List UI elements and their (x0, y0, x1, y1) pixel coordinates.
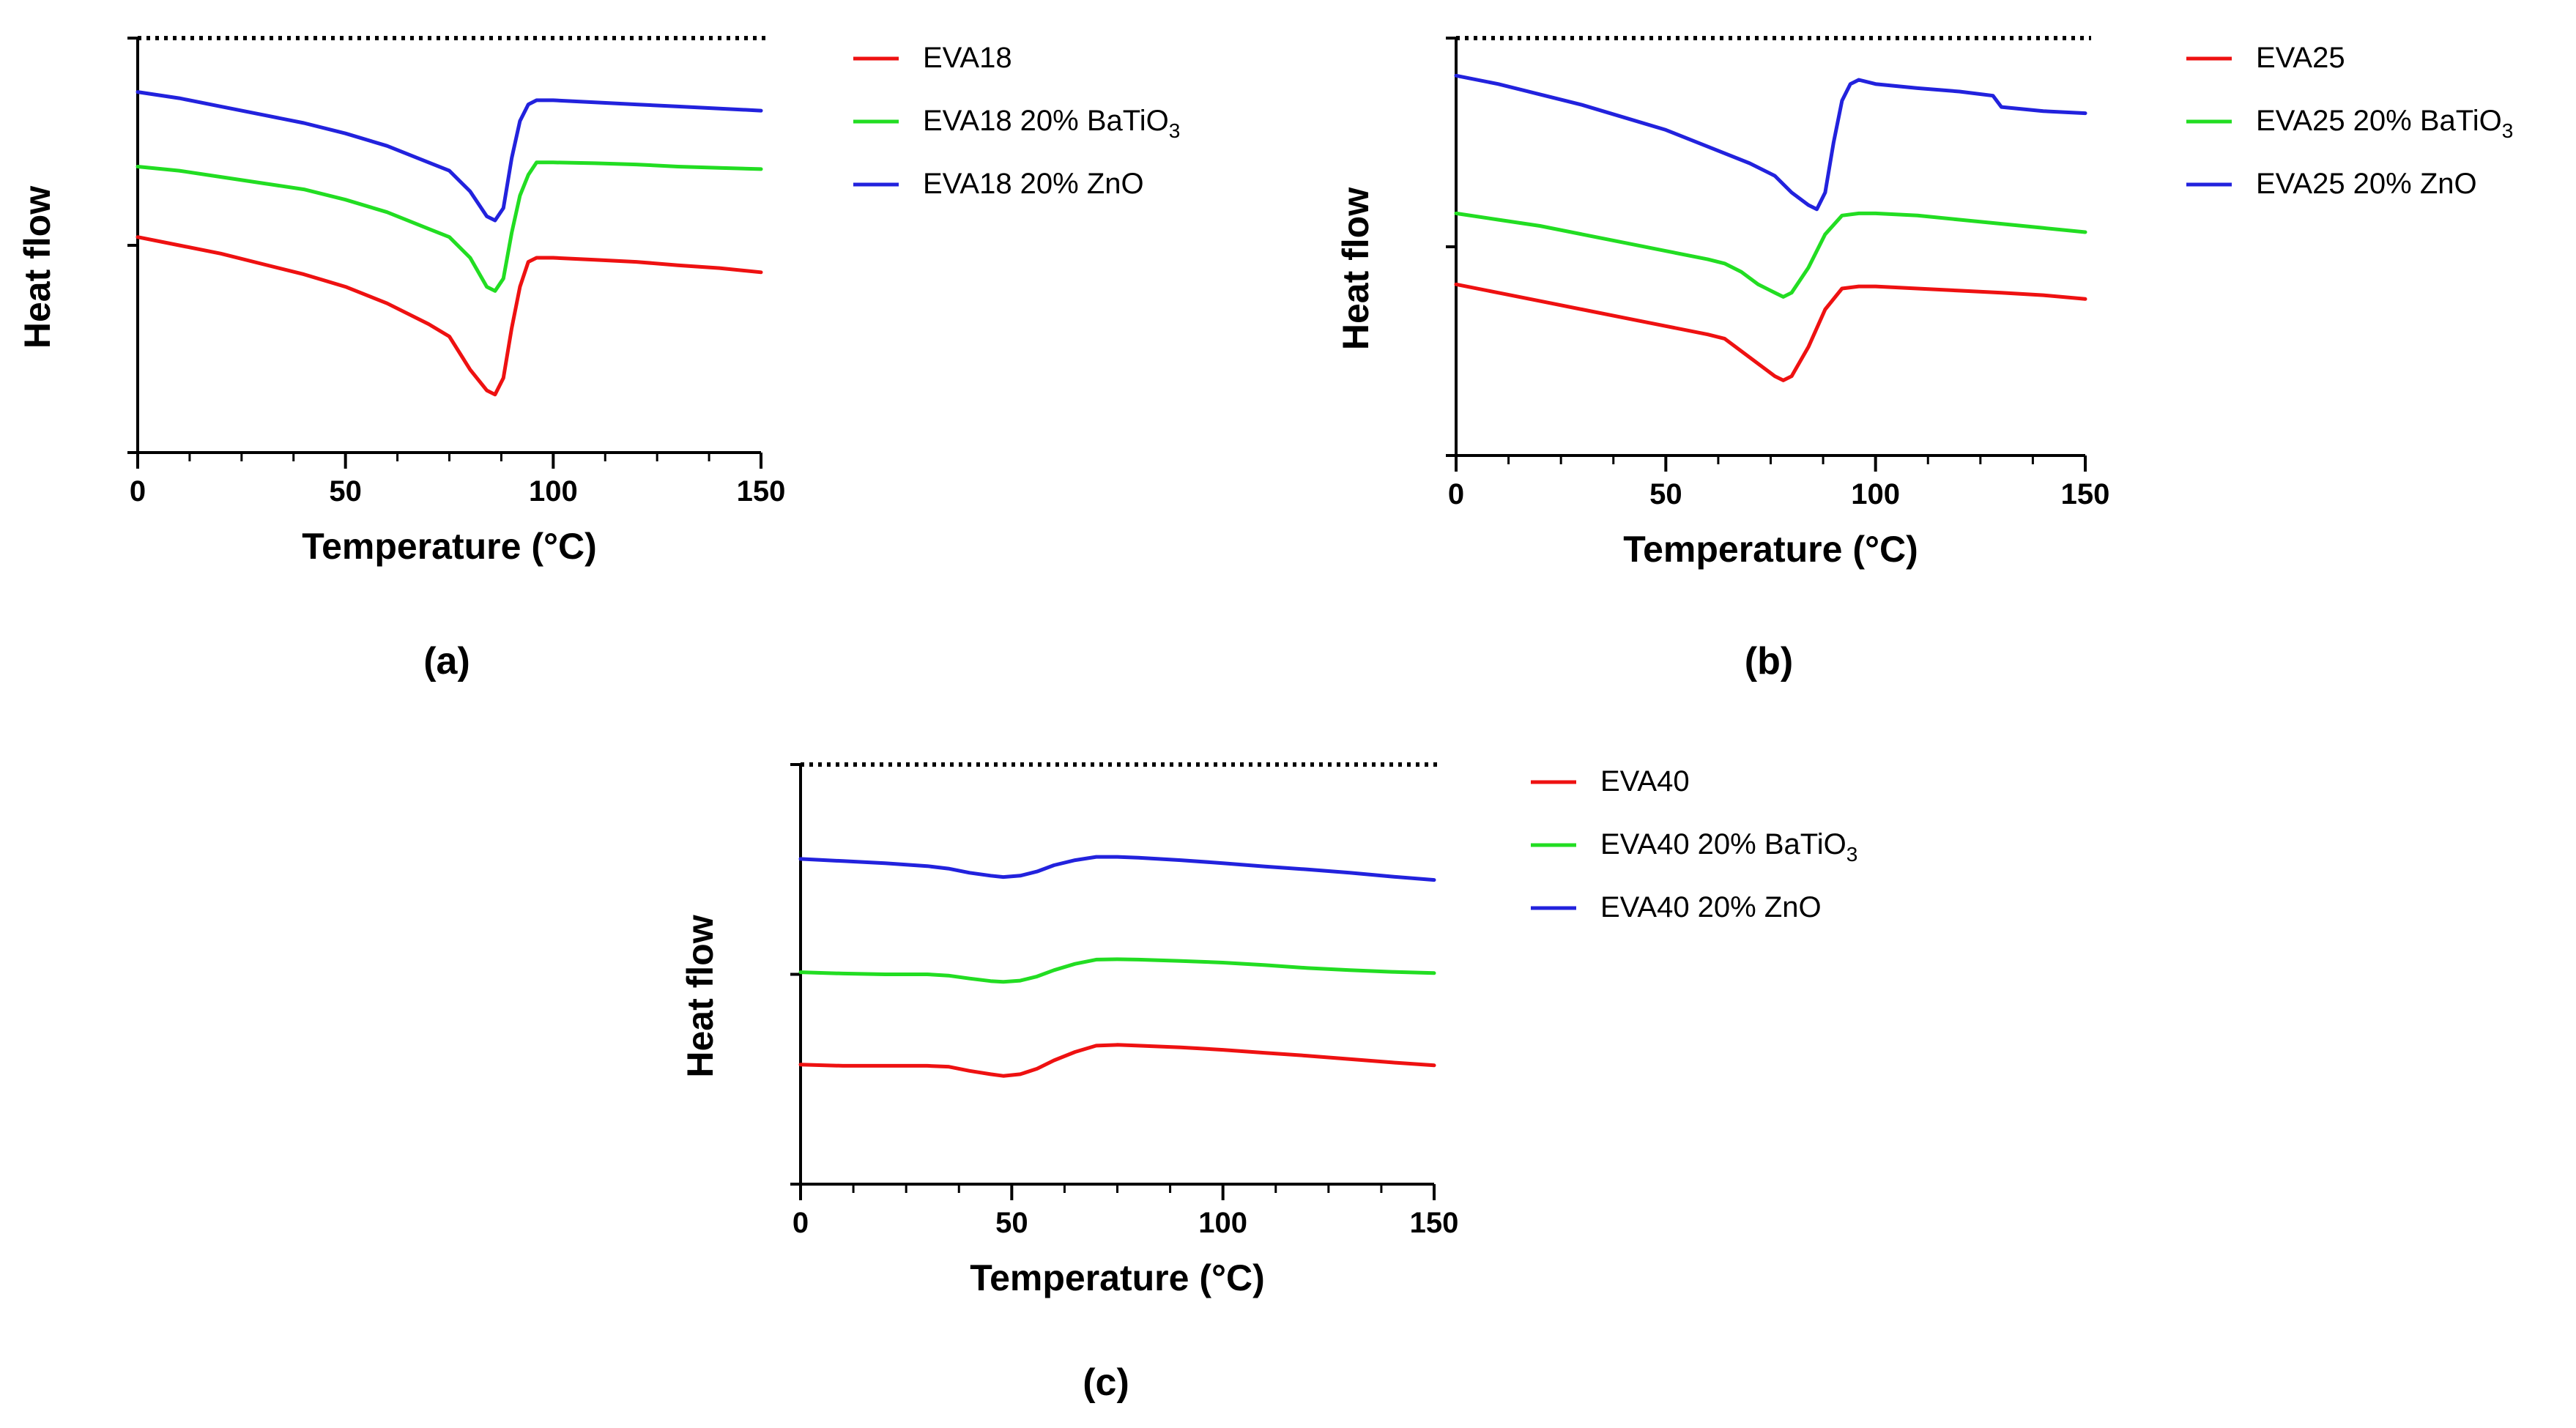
x-axis-title: Temperature (°C) (1623, 529, 1918, 570)
series-line-2 (1454, 211, 2087, 299)
legend-label-main: EVA40 (1600, 765, 1690, 797)
x-tick-label: 100 (1198, 1207, 1247, 1239)
x-tick-label: 150 (737, 475, 786, 507)
legend-label: EVA25 20% BaTiO3 (2256, 105, 2513, 142)
series-line-1 (136, 235, 763, 397)
panel-label: (a) (423, 640, 470, 683)
legend-label: EVA18 (923, 42, 1012, 74)
series-line-3 (798, 855, 1436, 882)
x-tick-label: 150 (2061, 478, 2110, 510)
y-axis-title: Heat flow (680, 915, 721, 1077)
legend-label-main: EVA18 20% ZnO (923, 168, 1144, 200)
legend-label-main: EVA25 20% BaTiO (2256, 105, 2502, 137)
series-line-2 (136, 160, 763, 293)
x-axis-title: Temperature (°C) (970, 1257, 1264, 1298)
legend-label-subscript: 3 (1846, 843, 1858, 866)
panel-label: (c) (1083, 1361, 1129, 1404)
x-tick-label: 50 (995, 1207, 1028, 1239)
legend-label: EVA40 (1600, 765, 1690, 797)
chart-panel-c: 0 50 100 150 Temperature (°C) Heat flow (c) EVA… (680, 762, 1857, 1404)
panel-label: (b) (1745, 640, 1793, 683)
series-line-3 (136, 90, 763, 223)
series-line-3 (1454, 73, 2087, 212)
chart-panel-b: 0 50 100 150 Temperature (°C) Heat flow (b) EVA… (1335, 36, 2513, 683)
x-tick-label: 50 (1649, 478, 1682, 510)
legend-label-main: EVA18 (923, 42, 1012, 74)
chart-panel-a: 0 50 100 150 Temperature (°C) Heat flow (a) EVA… (17, 36, 1180, 683)
x-tick-label: 0 (130, 475, 146, 507)
x-tick-label: 150 (1410, 1207, 1459, 1239)
legend-label-main: EVA40 20% BaTiO (1600, 828, 1846, 860)
series-line-1 (798, 1043, 1436, 1078)
x-tick-label: 50 (329, 475, 362, 507)
x-axis-title: Temperature (°C) (302, 526, 596, 567)
series-line-2 (798, 957, 1436, 984)
legend-label: EVA40 20% BaTiO3 (1600, 828, 1857, 866)
legend-label: EVA25 (2256, 42, 2345, 74)
legend-label-main: EVA18 20% BaTiO (923, 105, 1169, 137)
x-tick-label: 100 (1851, 478, 1900, 510)
legend-label-main: EVA40 20% ZnO (1600, 891, 1822, 923)
y-axis-title: Heat flow (17, 186, 58, 349)
legend-label: EVA18 20% BaTiO3 (923, 105, 1180, 142)
y-axis-title: Heat flow (1335, 187, 1376, 350)
legend-label: EVA25 20% ZnO (2256, 168, 2477, 200)
x-tick-label: 0 (1448, 478, 1464, 510)
legend-label-subscript: 3 (1169, 119, 1181, 142)
x-tick-label: 100 (529, 475, 578, 507)
x-tick-label: 0 (793, 1207, 809, 1239)
legend-label-main: EVA25 20% ZnO (2256, 168, 2477, 200)
legend-label-subscript: 3 (2502, 119, 2514, 142)
legend-label-main: EVA25 (2256, 42, 2345, 74)
legend-label: EVA40 20% ZnO (1600, 891, 1822, 923)
legend-label: EVA18 20% ZnO (923, 168, 1144, 200)
series-line-1 (1454, 282, 2087, 382)
